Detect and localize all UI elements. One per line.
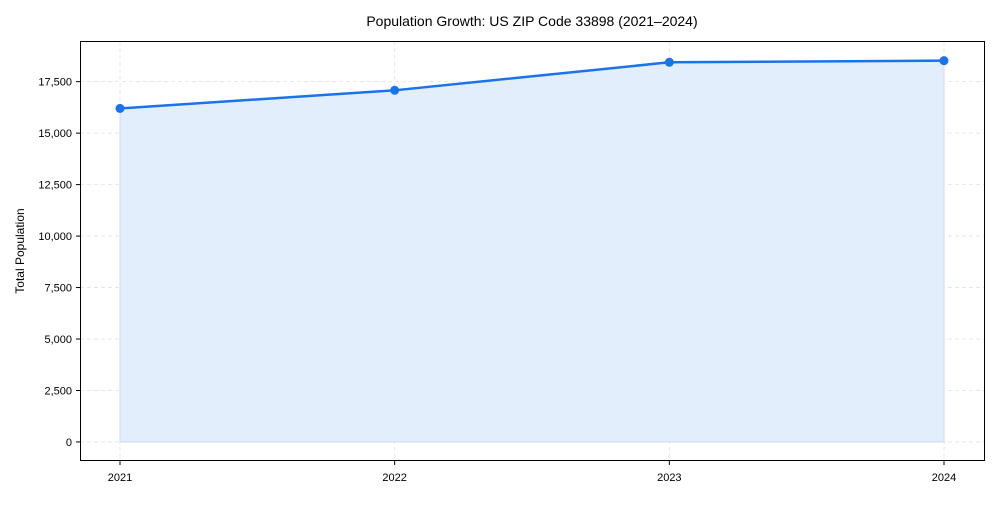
x-tick-label: 2022 <box>382 472 406 484</box>
area-layer <box>115 56 949 443</box>
x-tick-label: 2024 <box>932 472 956 484</box>
y-tick-label: 0 <box>66 437 72 449</box>
y-tick-label: 12,500 <box>38 180 72 192</box>
data-point <box>664 57 674 67</box>
x-tick-label: 2021 <box>108 472 132 484</box>
series-line <box>119 59 945 110</box>
y-tick-label: 7,500 <box>44 283 72 295</box>
data-point <box>939 56 949 66</box>
x-tick-label: 2023 <box>657 472 681 484</box>
y-axis-label: Total Population <box>13 208 27 293</box>
y-tick-label: 5,000 <box>44 334 72 346</box>
data-point <box>390 85 400 95</box>
y-tick-label: 10,000 <box>38 231 72 243</box>
data-point <box>115 103 125 113</box>
y-tick-label: 17,500 <box>38 77 72 89</box>
ticks: 0 2,500 5,000 7,500 10,000 12,500 15,000 17,500… <box>38 77 956 484</box>
y-tick-label: 2,500 <box>44 385 72 397</box>
y-tick-label: 15,000 <box>38 128 72 140</box>
chart-title: Population Growth: US ZIP Code 33898 (20… <box>366 13 697 29</box>
plot-frame <box>80 41 985 461</box>
area-fill <box>119 60 945 443</box>
